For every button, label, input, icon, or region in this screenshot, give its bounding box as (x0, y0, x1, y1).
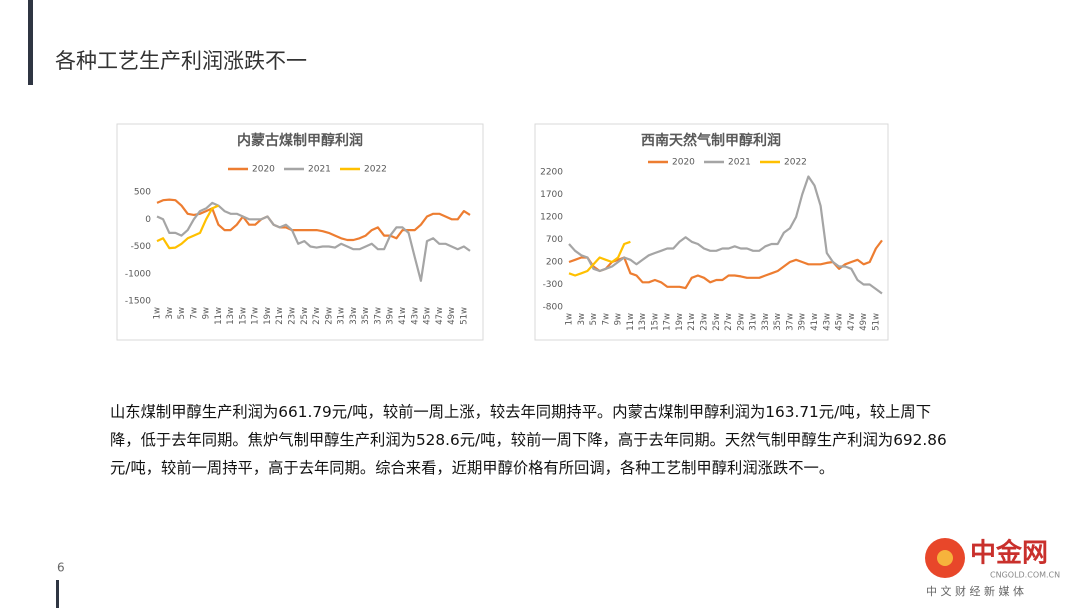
legend-label: 2022 (364, 165, 387, 175)
x-tick-label: 37w (785, 313, 795, 331)
x-tick-label: 13w (226, 307, 236, 325)
logo-icon-core (937, 550, 953, 566)
slide-title: 各种工艺生产利润涨跌不一 (55, 49, 307, 73)
y-tick-label: 500 (134, 188, 151, 198)
x-tick-label: 9w (202, 307, 212, 319)
watermark-slogan: 中 文 财 经 新 媒 体 (926, 584, 1024, 598)
x-tick-label: 47w (435, 307, 445, 325)
x-tick-label: 43w (822, 313, 832, 331)
y-tick-label: -1500 (125, 297, 151, 307)
x-tick-label: 15w (238, 307, 248, 325)
y-tick-label: 0 (145, 215, 151, 225)
x-tick-label: 41w (398, 307, 408, 325)
x-tick-label: 5w (589, 313, 599, 325)
x-tick-label: 33w (349, 307, 359, 325)
x-tick-label: 21w (275, 307, 285, 325)
x-tick-label: 45w (835, 313, 845, 331)
legend-label: 2020 (672, 158, 695, 168)
x-tick-label: 27w (724, 313, 734, 331)
series-line (156, 198, 471, 242)
x-tick-label: 49w (447, 307, 457, 325)
x-tick-label: 19w (675, 313, 685, 331)
chart-frame (534, 123, 889, 341)
watermark-site: CNGOLD.COM.CN (990, 571, 1060, 580)
x-tick-label: 21w (687, 313, 697, 331)
series-line (156, 204, 219, 250)
y-tick-label: -1000 (125, 269, 151, 279)
x-tick-label: 23w (700, 313, 710, 331)
x-tick-label: 17w (251, 307, 261, 325)
x-tick-label: 23w (288, 307, 298, 325)
x-tick-label: 45w (423, 307, 433, 325)
x-tick-label: 15w (650, 313, 660, 331)
x-tick-label: 35w (361, 307, 371, 325)
series-line (156, 201, 471, 282)
chart-title: 西南天然气制甲醇利润 (641, 132, 781, 149)
x-tick-label: 41w (810, 313, 820, 331)
summary-paragraph: 山东煤制甲醇生产利润为661.79元/吨，较前一周上涨，较去年同期持平。内蒙古煤… (110, 403, 947, 477)
x-tick-label: 47w (847, 313, 857, 331)
accent-bar (28, 0, 33, 85)
x-tick-label: 25w (300, 307, 310, 325)
x-tick-label: 43w (410, 307, 420, 325)
x-tick-label: 1w (153, 307, 163, 319)
x-tick-label: 27w (312, 307, 322, 325)
x-tick-label: 3w (165, 307, 175, 319)
x-tick-label: 37w (373, 307, 383, 325)
x-tick-label: 51w (459, 307, 469, 325)
x-tick-label: 1w (565, 313, 575, 325)
x-tick-label: 33w (761, 313, 771, 331)
legend-label: 2021 (308, 165, 331, 175)
x-tick-label: 31w (749, 313, 759, 331)
y-tick-label: 1700 (540, 190, 563, 200)
y-tick-label: 700 (546, 235, 563, 245)
y-tick-label: 1200 (540, 213, 563, 223)
watermark-brand: 中金网 (970, 538, 1048, 569)
chart-title: 内蒙古煤制甲醇利润 (237, 132, 363, 149)
y-tick-label: 200 (546, 258, 563, 268)
x-tick-label: 19w (263, 307, 273, 325)
x-tick-label: 51w (871, 313, 881, 331)
x-tick-label: 7w (601, 313, 611, 325)
x-tick-label: 39w (386, 307, 396, 325)
series-line (568, 240, 631, 277)
x-tick-label: 5w (177, 307, 187, 319)
x-tick-label: 9w (614, 313, 624, 325)
x-tick-label: 29w (324, 307, 334, 325)
x-tick-label: 11w (214, 307, 224, 325)
x-tick-label: 7w (189, 307, 199, 319)
chart-frame (116, 123, 484, 341)
legend-label: 2021 (728, 158, 751, 168)
x-tick-label: 39w (798, 313, 808, 331)
x-tick-label: 31w (337, 307, 347, 325)
x-tick-label: 49w (859, 313, 869, 331)
legend-label: 2020 (252, 165, 275, 175)
x-tick-label: 35w (773, 313, 783, 331)
x-tick-label: 13w (638, 313, 648, 331)
x-tick-label: 3w (577, 313, 587, 325)
page-number: 6 (57, 561, 65, 575)
x-tick-label: 11w (626, 313, 636, 331)
series-line (568, 175, 883, 295)
legend-label: 2022 (784, 158, 807, 168)
x-tick-label: 17w (663, 313, 673, 331)
x-tick-label: 29w (736, 313, 746, 331)
x-tick-label: 25w (712, 313, 722, 331)
y-tick-label: -300 (543, 280, 564, 290)
y-tick-label: -800 (543, 303, 564, 313)
footer-bar (56, 580, 59, 608)
y-tick-label: -500 (131, 242, 152, 252)
y-tick-label: 2200 (540, 168, 563, 178)
